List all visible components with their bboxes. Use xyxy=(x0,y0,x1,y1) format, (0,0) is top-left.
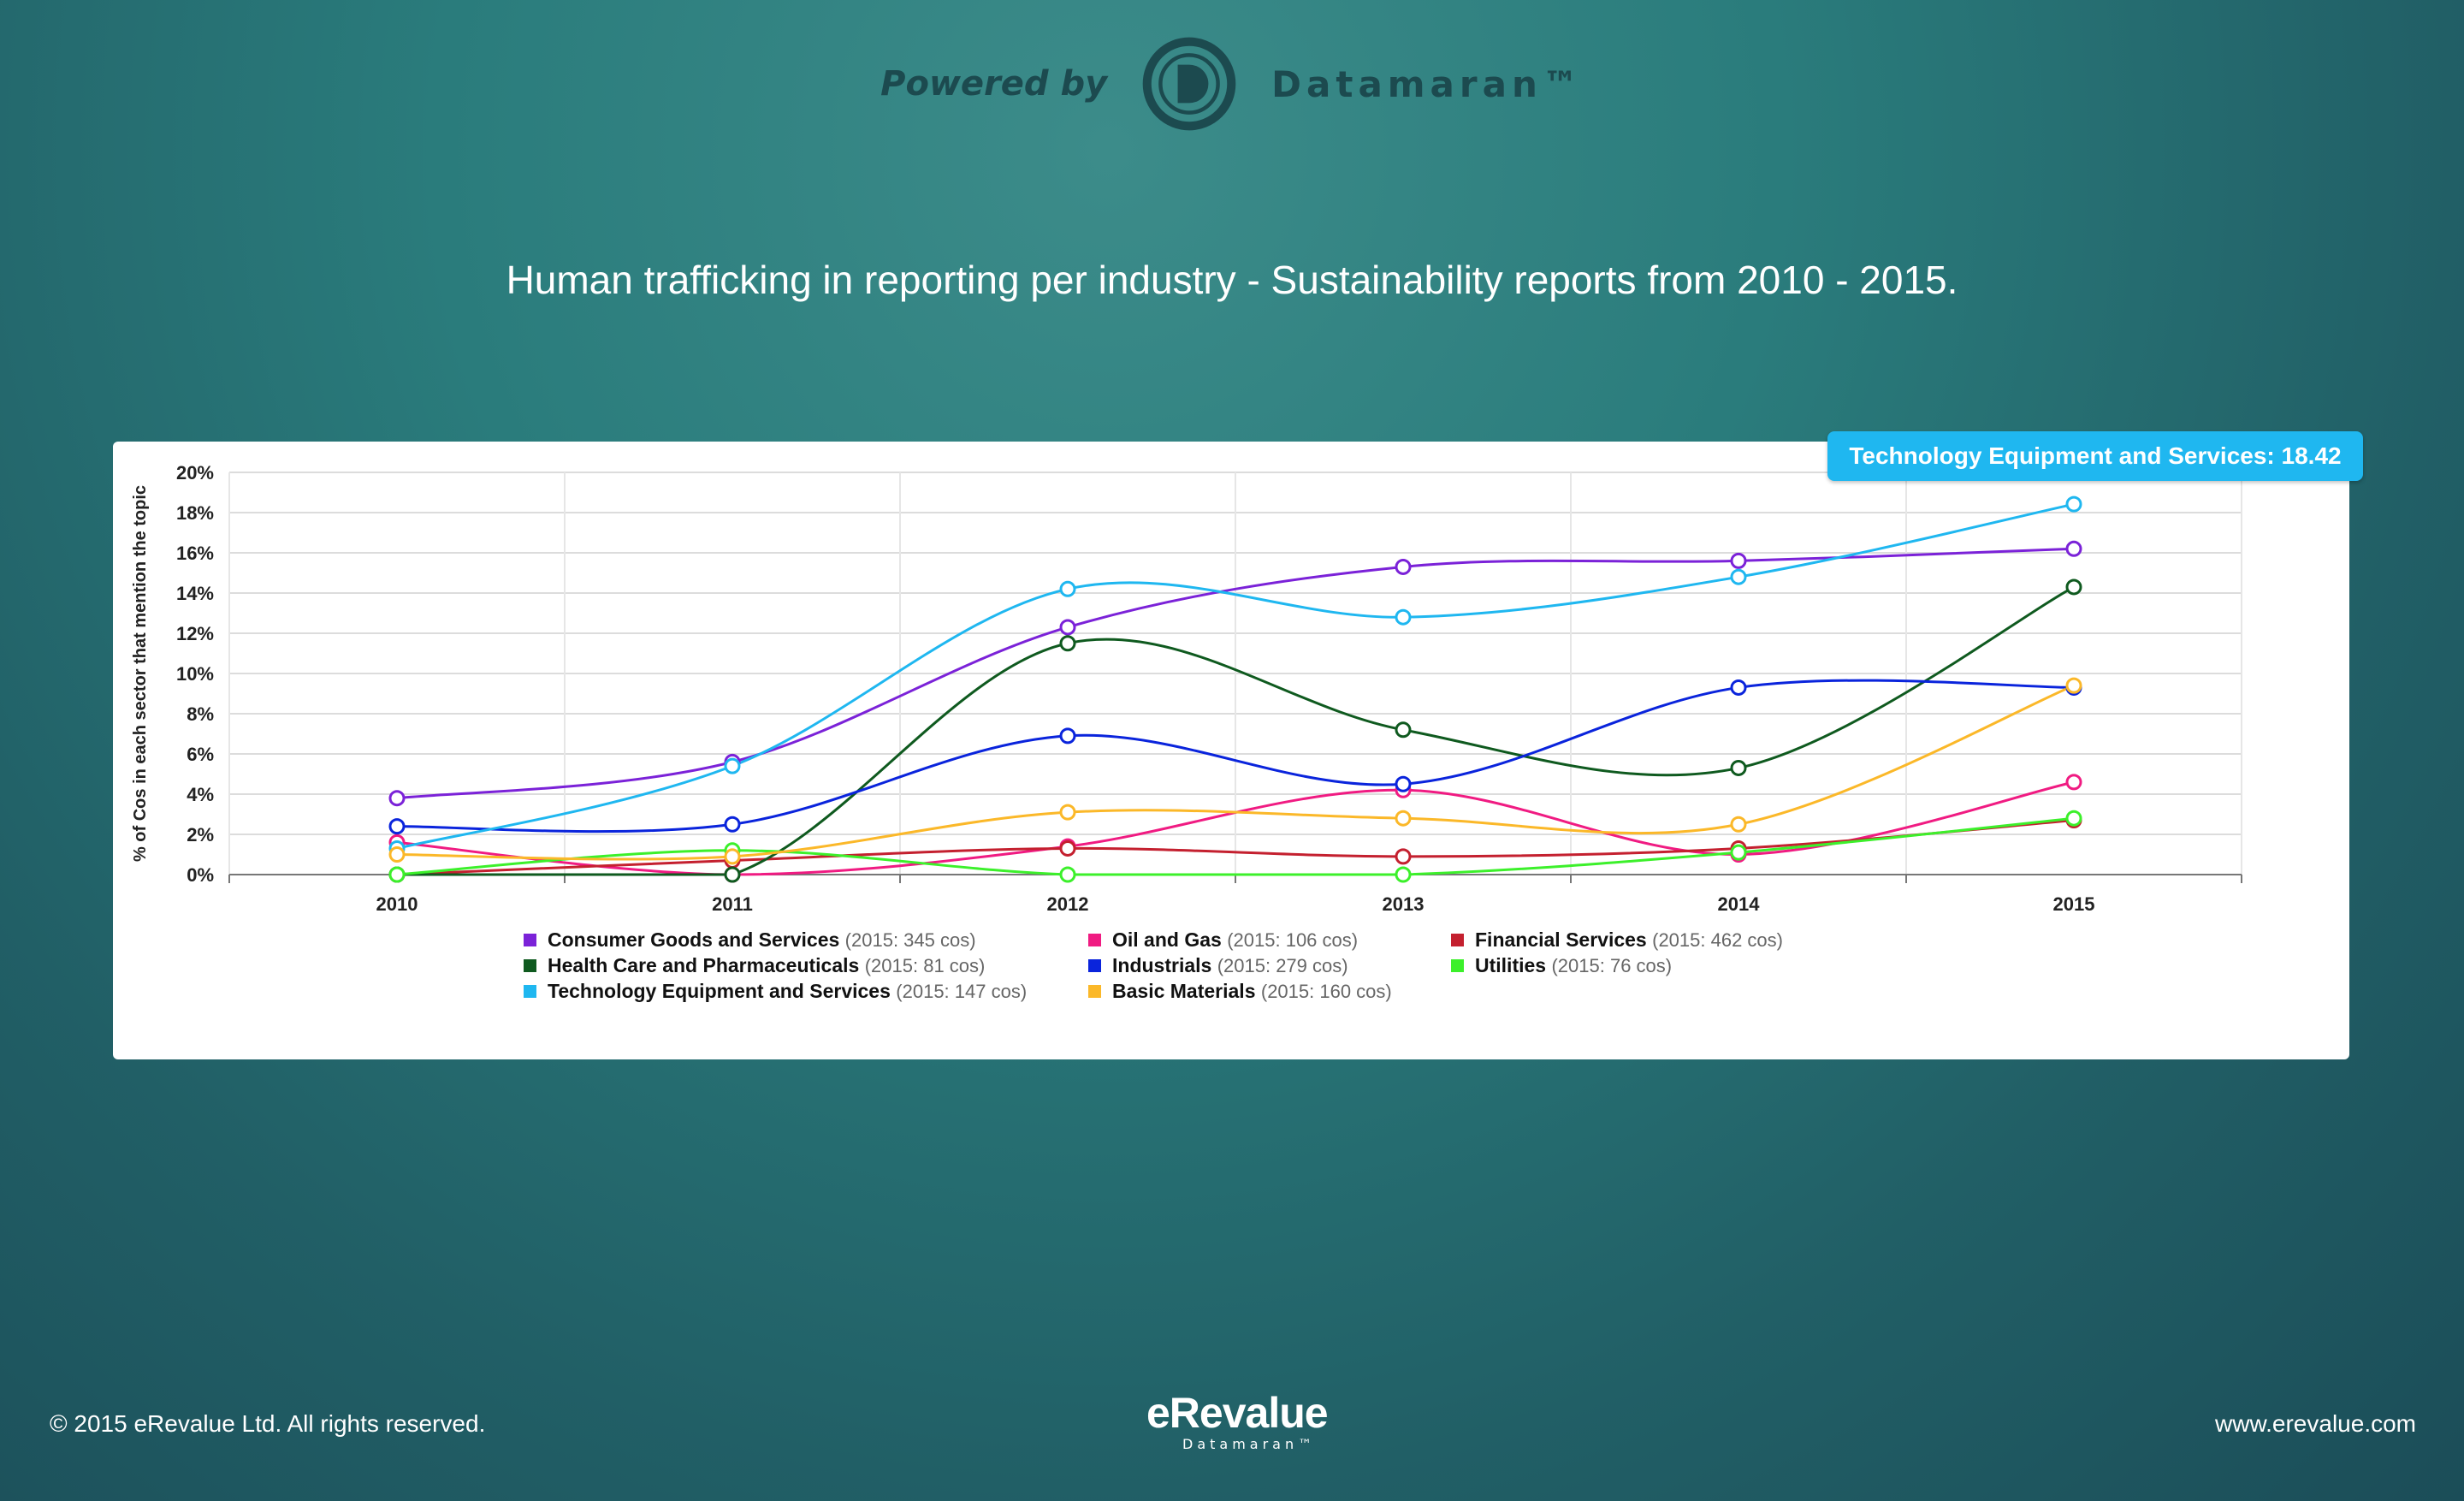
y-axis-label: % of Cos in each sector that mention the… xyxy=(131,485,150,862)
erevalue-logo: eRevalue Datamaran™ xyxy=(1129,1389,1335,1452)
legend-swatch xyxy=(524,959,536,972)
datamaran-logo-icon xyxy=(1142,37,1236,131)
data-point xyxy=(1059,635,1076,652)
y-tick-label: 20% xyxy=(176,462,214,484)
chart-tooltip: Technology Equipment and Services: 18.42 xyxy=(1827,431,2363,481)
data-point xyxy=(1395,866,1412,883)
data-point xyxy=(388,846,406,863)
page-title: Human trafficking in reporting per indus… xyxy=(506,258,1958,302)
data-point xyxy=(1059,804,1076,821)
data-point xyxy=(1730,568,1747,585)
legend-swatch xyxy=(524,934,536,946)
y-tick-label: 2% xyxy=(187,824,214,845)
data-point xyxy=(724,816,741,833)
data-point xyxy=(388,818,406,835)
data-point xyxy=(2065,540,2082,557)
series-line xyxy=(396,502,2075,850)
data-point xyxy=(1059,839,1076,857)
legend-label: Health Care and Pharmaceuticals (2015: 8… xyxy=(548,954,985,976)
data-point xyxy=(2065,810,2082,827)
data-point xyxy=(1395,608,1412,626)
y-tick-label: 14% xyxy=(176,583,214,604)
y-tick-label: 4% xyxy=(187,784,214,805)
data-point xyxy=(1730,759,1747,776)
data-point xyxy=(2065,774,2082,791)
legend-label: Consumer Goods and Services (2015: 345 c… xyxy=(548,928,976,951)
y-tick-label: 18% xyxy=(176,502,214,524)
x-tick-label: 2012 xyxy=(1047,893,1089,915)
legend-swatch xyxy=(1451,959,1464,972)
data-point xyxy=(1059,580,1076,597)
legend-label: Industrials (2015: 279 cos) xyxy=(1112,954,1348,976)
data-point xyxy=(724,848,741,865)
legend-swatch xyxy=(1088,934,1101,946)
data-point xyxy=(1395,810,1412,827)
x-tick-label: 2014 xyxy=(1718,893,1761,915)
legend-label: Technology Equipment and Services (2015:… xyxy=(548,980,1027,1002)
erevalue-logo-subtext: Datamaran™ xyxy=(1182,1436,1317,1452)
data-point xyxy=(1395,721,1412,739)
data-point xyxy=(1730,816,1747,833)
x-tick-label: 2011 xyxy=(712,893,753,915)
data-point xyxy=(388,790,406,807)
y-tick-label: 6% xyxy=(187,744,214,765)
data-point xyxy=(388,866,406,883)
data-point xyxy=(1730,679,1747,696)
series-line xyxy=(396,547,2075,800)
data-point xyxy=(1730,552,1747,569)
series-line xyxy=(396,816,2075,876)
data-point xyxy=(2065,677,2082,694)
legend-label: Utilities (2015: 76 cos) xyxy=(1475,954,1672,976)
powered-by-text: Powered by xyxy=(880,64,1108,104)
data-point xyxy=(2065,495,2082,513)
copyright-text: © 2015 eRevalue Ltd. All rights reserved… xyxy=(50,1410,486,1437)
data-point xyxy=(1395,558,1412,575)
x-tick-label: 2013 xyxy=(1383,893,1424,915)
series-line xyxy=(397,585,2075,876)
data-point xyxy=(1059,727,1076,745)
erevalue-logo-text: eRevalue xyxy=(1146,1389,1329,1437)
data-point xyxy=(2065,578,2082,596)
legend-label: Financial Services (2015: 462 cos) xyxy=(1475,928,1783,951)
y-tick-label: 8% xyxy=(187,703,214,725)
website-link[interactable]: www.erevalue.com xyxy=(2215,1410,2416,1437)
data-point xyxy=(724,757,741,774)
legend-swatch xyxy=(1088,985,1101,998)
brand-name: Datamaran™ xyxy=(1271,62,1584,105)
series-line xyxy=(396,819,2075,876)
data-point xyxy=(1730,844,1747,861)
x-tick-label: 2015 xyxy=(2053,893,2095,915)
y-tick-label: 10% xyxy=(176,663,214,685)
x-tick-label: 2010 xyxy=(376,893,418,915)
chart-card: 0% 2% 4% 6% 8% 10% 12% 14% 16% 18% 20% 2010 2011 2012… xyxy=(113,442,2349,1059)
line-chart: 0% 2% 4% 6% 8% 10% 12% 14% 16% 18% 20% 2010 2011 2012… xyxy=(131,462,2242,1002)
powered-by-banner: Powered by Datamaran™ xyxy=(0,33,2464,135)
data-point xyxy=(1059,619,1076,636)
data-point xyxy=(1395,848,1412,865)
y-tick-label: 12% xyxy=(176,623,214,644)
legend-label: Oil and Gas (2015: 106 cos) xyxy=(1112,928,1358,951)
legend-swatch xyxy=(1451,934,1464,946)
series-line xyxy=(396,684,2075,861)
legend-swatch xyxy=(1088,959,1101,972)
y-tick-label: 16% xyxy=(176,543,214,564)
y-tick-label: 0% xyxy=(187,864,214,886)
data-point xyxy=(1395,775,1412,792)
legend-label: Basic Materials (2015: 160 cos) xyxy=(1112,980,1392,1002)
data-point xyxy=(1059,866,1076,883)
series-line xyxy=(396,679,2075,834)
data-point xyxy=(724,866,741,883)
legend-swatch xyxy=(524,985,536,998)
